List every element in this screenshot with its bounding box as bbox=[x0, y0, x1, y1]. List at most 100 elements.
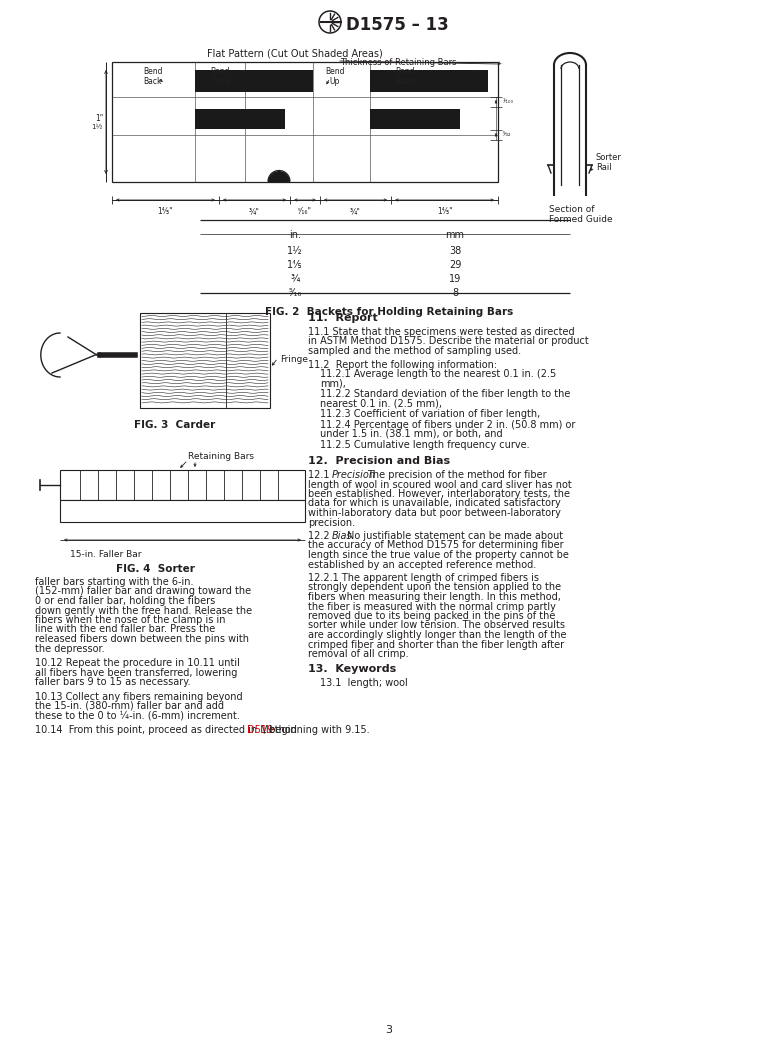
Text: sampled and the method of sampling used.: sampled and the method of sampling used. bbox=[308, 346, 521, 356]
Text: these to the 0 to ¼-in. (6-mm) increment.: these to the 0 to ¼-in. (6-mm) increment… bbox=[35, 711, 240, 720]
Text: 11.2.1 Average length to the nearest 0.1 in. (2.5: 11.2.1 Average length to the nearest 0.1… bbox=[320, 369, 556, 379]
Text: faller bars 9 to 15 as necessary.: faller bars 9 to 15 as necessary. bbox=[35, 677, 191, 687]
Text: Retaining Bars: Retaining Bars bbox=[188, 452, 254, 461]
Text: 29: 29 bbox=[449, 260, 461, 270]
Text: The precision of the method for fiber: The precision of the method for fiber bbox=[367, 469, 547, 480]
Text: 11.2.3 Coefficient of variation of fiber length,: 11.2.3 Coefficient of variation of fiber… bbox=[320, 409, 540, 418]
Text: mm: mm bbox=[446, 230, 464, 240]
Bar bbox=[60, 469, 305, 500]
Text: 1⅘: 1⅘ bbox=[287, 260, 303, 270]
Text: 15-in. Faller Bar: 15-in. Faller Bar bbox=[70, 550, 142, 559]
Text: 1⅘": 1⅘" bbox=[436, 207, 452, 215]
Text: FIG. 2  Backets for Holding Retaining Bars: FIG. 2 Backets for Holding Retaining Bar… bbox=[265, 307, 513, 318]
Text: 11.1 State that the specimens were tested as directed: 11.1 State that the specimens were teste… bbox=[308, 327, 575, 337]
Text: 11.2  Report the following information:: 11.2 Report the following information: bbox=[308, 359, 497, 370]
Text: 1½: 1½ bbox=[287, 246, 303, 256]
Text: 10.14  From this point, proceed as directed in Method: 10.14 From this point, proceed as direct… bbox=[35, 725, 300, 735]
Text: ⁵⁄₁₆: ⁵⁄₁₆ bbox=[289, 288, 302, 298]
Text: ⁵⁄₁₆": ⁵⁄₁₆" bbox=[298, 207, 312, 215]
Text: No justifiable statement can be made about: No justifiable statement can be made abo… bbox=[347, 531, 563, 541]
Text: D519: D519 bbox=[247, 725, 273, 735]
Text: established by an accepted reference method.: established by an accepted reference met… bbox=[308, 559, 536, 569]
Text: Bend
Up: Bend Up bbox=[210, 67, 230, 86]
Text: all fibers have been transferred, lowering: all fibers have been transferred, loweri… bbox=[35, 667, 237, 678]
Text: Bend
Up: Bend Up bbox=[325, 67, 345, 86]
Text: strongly dependent upon the tension applied to the: strongly dependent upon the tension appl… bbox=[308, 583, 561, 592]
Text: down gently with the free hand. Release the: down gently with the free hand. Release … bbox=[35, 606, 252, 615]
Text: 11.  Report: 11. Report bbox=[308, 313, 378, 323]
Text: released fibers down between the pins with: released fibers down between the pins wi… bbox=[35, 634, 249, 644]
Text: Precision: Precision bbox=[331, 469, 376, 480]
Text: Bend
Back: Bend Back bbox=[395, 67, 415, 86]
Text: ¾": ¾" bbox=[350, 207, 361, 215]
Bar bbox=[370, 109, 460, 129]
Text: fibers when measuring their length. In this method,: fibers when measuring their length. In t… bbox=[308, 592, 561, 602]
Wedge shape bbox=[268, 171, 290, 182]
Text: 11.2.5 Cumulative length frequency curve.: 11.2.5 Cumulative length frequency curve… bbox=[320, 439, 530, 450]
Text: crimped fiber and shorter than the fiber length after: crimped fiber and shorter than the fiber… bbox=[308, 639, 564, 650]
Text: in ASTM Method D1575. Describe the material or product: in ASTM Method D1575. Describe the mater… bbox=[308, 336, 589, 347]
Text: 1": 1" bbox=[95, 115, 103, 123]
Bar bbox=[195, 109, 285, 129]
Text: faller bars starting with the 6-in.: faller bars starting with the 6-in. bbox=[35, 577, 194, 587]
Text: 38: 38 bbox=[449, 246, 461, 256]
Text: 11.2.2 Standard deviation of the fiber length to the: 11.2.2 Standard deviation of the fiber l… bbox=[320, 389, 570, 399]
Text: 13.1  length; wool: 13.1 length; wool bbox=[320, 679, 408, 688]
Text: , beginning with 9.15.: , beginning with 9.15. bbox=[263, 725, 370, 735]
Text: Sorter
Rail: Sorter Rail bbox=[596, 153, 622, 173]
Bar bbox=[60, 500, 305, 522]
Text: Section of
Formed Guide: Section of Formed Guide bbox=[549, 205, 612, 225]
Text: the depressor.: the depressor. bbox=[35, 643, 104, 654]
Text: in.: in. bbox=[289, 230, 301, 240]
Text: fibers when the nose of the clamp is in: fibers when the nose of the clamp is in bbox=[35, 615, 226, 625]
Text: 12.2.1 The apparent length of crimped fibers is: 12.2.1 The apparent length of crimped fi… bbox=[308, 573, 539, 583]
Text: Bias: Bias bbox=[331, 531, 352, 541]
Bar bbox=[195, 70, 313, 92]
Text: data for which is unavailable, indicated satisfactory: data for which is unavailable, indicated… bbox=[308, 499, 561, 508]
Text: ⁵⁄₃₂: ⁵⁄₃₂ bbox=[503, 132, 511, 137]
Text: the fiber is measured with the normal crimp partly: the fiber is measured with the normal cr… bbox=[308, 602, 555, 611]
Text: removal of all crimp.: removal of all crimp. bbox=[308, 649, 408, 659]
Text: 0 or end faller bar, holding the fibers: 0 or end faller bar, holding the fibers bbox=[35, 596, 216, 606]
Text: ¾": ¾" bbox=[249, 207, 260, 215]
Text: 12.2: 12.2 bbox=[308, 531, 336, 541]
Text: Bend
Back: Bend Back bbox=[143, 67, 163, 86]
Text: length since the true value of the property cannot be: length since the true value of the prope… bbox=[308, 550, 569, 560]
Text: 12.  Precision and Bias: 12. Precision and Bias bbox=[308, 456, 450, 466]
Text: 1½: 1½ bbox=[92, 124, 103, 130]
Text: 8: 8 bbox=[452, 288, 458, 298]
Text: length of wool in scoured wool and card sliver has not: length of wool in scoured wool and card … bbox=[308, 480, 572, 489]
Text: are accordingly slightly longer than the length of the: are accordingly slightly longer than the… bbox=[308, 630, 566, 640]
Text: 19: 19 bbox=[449, 274, 461, 284]
Text: 12.1: 12.1 bbox=[308, 469, 336, 480]
Text: 10.13 Collect any fibers remaining beyond: 10.13 Collect any fibers remaining beyon… bbox=[35, 691, 243, 702]
Text: within-laboratory data but poor between-laboratory: within-laboratory data but poor between-… bbox=[308, 508, 561, 518]
Bar bbox=[112, 62, 498, 182]
Text: FIG. 4  Sorter: FIG. 4 Sorter bbox=[116, 564, 194, 574]
Text: D1575 – 13: D1575 – 13 bbox=[346, 16, 449, 34]
Text: 1⅘": 1⅘" bbox=[158, 207, 173, 215]
Text: 13.  Keywords: 13. Keywords bbox=[308, 664, 396, 675]
Bar bbox=[370, 70, 488, 92]
Text: FIG. 3  Carder: FIG. 3 Carder bbox=[135, 420, 216, 430]
Text: the 15-in. (380-mm) faller bar and add: the 15-in. (380-mm) faller bar and add bbox=[35, 701, 224, 711]
Text: removed due to its being packed in the pins of the: removed due to its being packed in the p… bbox=[308, 611, 555, 621]
Text: 10.12 Repeat the procedure in 10.11 until: 10.12 Repeat the procedure in 10.11 unti… bbox=[35, 658, 240, 668]
Text: nearest 0.1 in. (2.5 mm),: nearest 0.1 in. (2.5 mm), bbox=[320, 399, 442, 408]
Text: 11.2.4 Percentage of fibers under 2 in. (50.8 mm) or: 11.2.4 Percentage of fibers under 2 in. … bbox=[320, 420, 576, 430]
Text: Flat Pattern (Cut Out Shaded Areas): Flat Pattern (Cut Out Shaded Areas) bbox=[207, 48, 383, 58]
Text: Thickness of Retaining Bars: Thickness of Retaining Bars bbox=[340, 58, 457, 67]
Text: under 1.5 in. (38.1 mm), or both, and: under 1.5 in. (38.1 mm), or both, and bbox=[320, 429, 503, 439]
Text: 3: 3 bbox=[386, 1025, 392, 1035]
Text: Fringe: Fringe bbox=[280, 355, 308, 364]
Text: (152-mm) faller bar and drawing toward the: (152-mm) faller bar and drawing toward t… bbox=[35, 586, 251, 596]
Text: mm),: mm), bbox=[320, 379, 346, 388]
Text: precision.: precision. bbox=[308, 517, 355, 528]
Text: the accuracy of Method D1575 for determining fiber: the accuracy of Method D1575 for determi… bbox=[308, 540, 563, 551]
Text: ¾: ¾ bbox=[290, 274, 300, 284]
Text: line with the end faller bar. Press the: line with the end faller bar. Press the bbox=[35, 625, 216, 635]
Text: been established. However, interlaboratory tests, the: been established. However, interlaborato… bbox=[308, 489, 570, 499]
Text: ¹⁄₁₀₀: ¹⁄₁₀₀ bbox=[503, 99, 514, 104]
Text: sorter while under low tension. The observed results: sorter while under low tension. The obse… bbox=[308, 620, 565, 631]
Bar bbox=[140, 313, 270, 408]
